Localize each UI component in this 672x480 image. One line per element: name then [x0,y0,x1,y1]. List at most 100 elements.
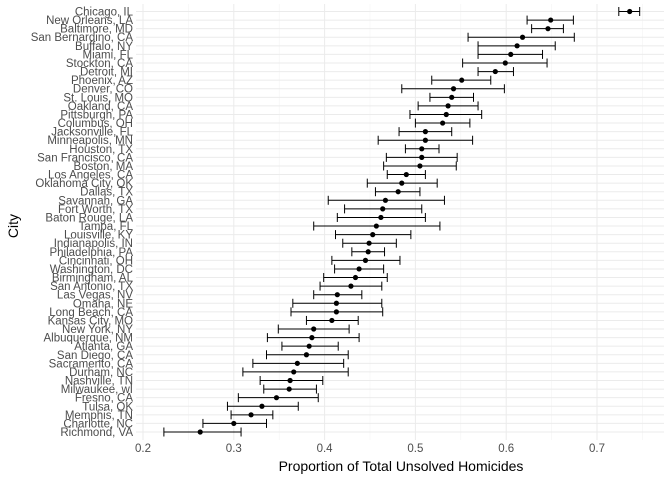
y-tick-label: Chicago, IL [75,7,134,19]
x-axis-title: Proportion of Total Unsolved Homicides [279,458,524,474]
estimate-point [352,274,359,281]
y-tick-label: Fresno, CA [75,393,133,405]
x-tick-label: 0.3 [226,443,242,455]
estimate-point [287,377,293,384]
y-tick-label: Sacramento, CA [49,358,134,370]
y-tick-label: New Orleans, LA [46,15,133,27]
y-tick-label: Birmingham, AL [52,273,134,285]
estimate-point [294,360,300,366]
y-tick-label: Phoenix, AZ [71,75,133,87]
y-tick-label: Tulsa, OK [82,401,133,413]
estimate-point [362,257,369,263]
estimate-point [365,249,371,255]
estimate-point [417,163,423,169]
estimate-point [286,386,292,392]
estimate-point [311,326,317,332]
estimate-point [333,309,340,315]
estimate-point [380,206,386,212]
x-tick-label: 0.7 [589,443,605,455]
estimate-point [548,17,554,23]
y-tick-label: Columbus, OH [58,118,133,130]
estimate-point [545,26,551,32]
y-tick-label: Milwaukee, wI [61,384,133,396]
y-tick-label: San Bernardino, CA [31,32,134,44]
estimate-point [366,240,372,246]
y-tick-label: Long Beach, CA [49,307,133,319]
estimate-point [450,86,457,92]
y-tick-label: Charlotte, NC [63,418,133,430]
y-tick-label: Houston, TX [69,144,133,156]
estimate-point [348,283,354,289]
y-tick-label: Boston, MA [74,161,134,173]
estimate-point [382,197,389,203]
estimate-point [459,77,465,83]
y-tick-label: Philadelphia, PA [49,247,133,259]
estimate-point [514,43,520,49]
y-tick-label: Fort Worth, TX [58,204,133,216]
y-tick-label: Richmond, VA [60,427,133,439]
x-tick-label: 0.4 [317,443,334,455]
estimate-point [370,232,376,238]
y-axis-title: City [5,214,21,238]
y-tick-label: Memphis, TN [65,410,133,422]
y-tick-label: Miami, FL [83,49,134,61]
y-tick-label: Cincinnati, OH [59,255,133,267]
estimate-point [443,111,449,118]
y-tick-label: Indianapolis, IN [54,238,133,250]
y-tick-label: Las Vegas, NV [57,290,133,302]
y-tick-label: Buffalo, NY [75,41,133,53]
estimate-point [378,214,384,221]
y-tick-label: San Antonio, TX [50,281,133,293]
y-tick-label: San Francisco, CA [37,152,133,164]
estimate-point [419,146,425,152]
estimate-point [333,300,340,306]
estimate-point [329,317,335,324]
y-tick-label: Washington, DC [50,264,133,276]
estimate-point [508,51,514,58]
y-tick-label: Oakland, CA [68,101,134,113]
estimate-point [422,129,428,135]
estimate-point [309,335,315,341]
estimate-point [422,137,428,143]
y-tick-label: Stockton, CA [66,58,133,70]
estimate-point [231,420,237,427]
x-tick-label: 0.6 [498,443,514,455]
x-axis-tick-labels: 0.2 0.3 0.4 0.5 0.6 0.7 [135,443,605,455]
estimate-point [356,266,362,272]
estimate-point [449,94,455,100]
estimate-point [440,120,446,126]
y-tick-label: Baton Rouge, LA [45,212,133,224]
estimate-point [273,395,280,401]
estimate-point [403,171,409,178]
estimate-point [373,223,379,229]
y-tick-label: St. Louis, MO [63,92,133,104]
estimate-point [248,412,254,418]
y-tick-label: New York, NY [62,324,133,336]
y-tick-label: Los Angeles, CA [48,170,133,182]
y-tick-label: Savannah, GA [58,195,133,207]
y-tick-label: Albuquerque, NM [44,333,134,345]
y-tick-label: Pittsburgh, PA [60,109,133,121]
y-tick-label: Nashville, TN [65,376,133,388]
estimate-point [399,180,405,186]
estimate-point [519,34,526,40]
estimate-point [306,343,312,349]
y-tick-label: Oklahoma City, OK [35,178,133,190]
y-tick-label: Baltimore, MD [60,24,133,36]
estimate-point [395,189,401,195]
grid-lines [136,4,664,440]
estimate-points [197,8,633,435]
estimate-point [492,68,498,75]
estimate-point [303,352,310,358]
y-tick-label: Kansas City, MO [48,315,133,327]
y-tick-label: Jacksonville, FL [51,127,133,139]
y-tick-label: San Diego, CA [57,350,133,362]
estimate-point [291,369,297,375]
y-tick-label: Durham, NC [69,367,133,379]
y-tick-label: Tampa, FL [79,221,134,233]
y-tick-label: Louisville, KY [64,230,133,242]
x-tick-label: 0.5 [407,443,423,455]
estimate-point [334,292,340,298]
